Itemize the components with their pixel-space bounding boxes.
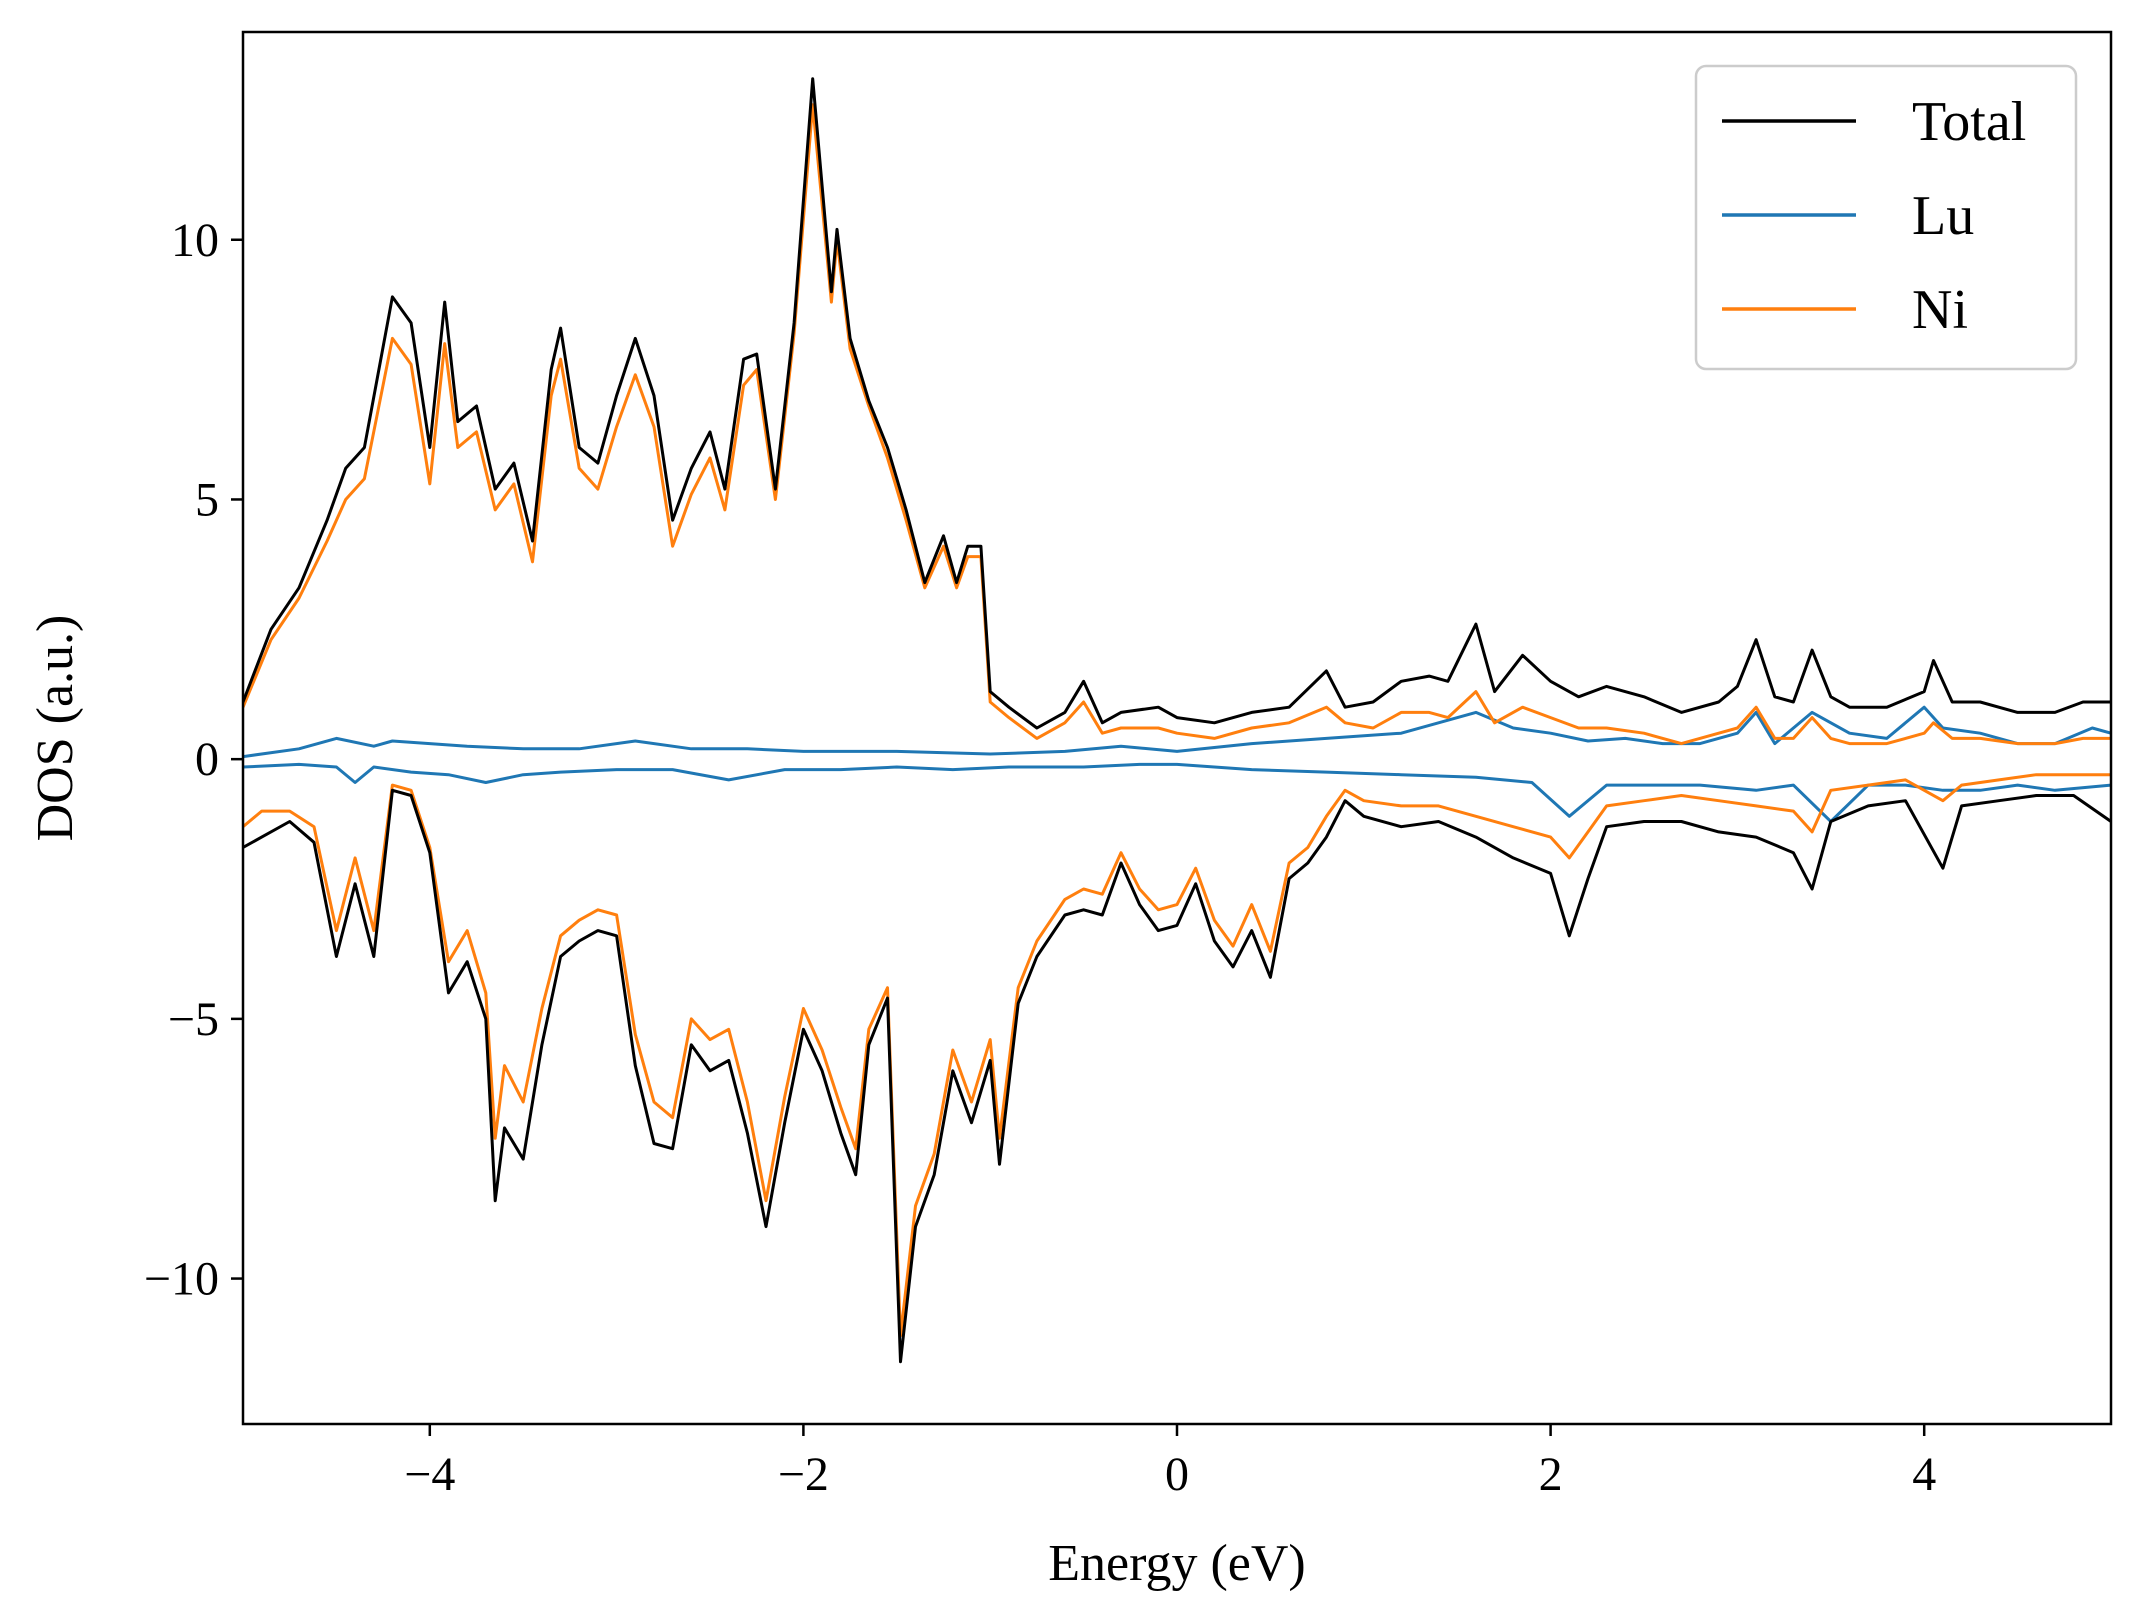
x-tick-label: −2 xyxy=(778,1448,829,1501)
x-tick-label: 2 xyxy=(1539,1448,1563,1501)
y-axis: −10 −5 0 5 10 xyxy=(144,214,243,1306)
y-tick-label: 10 xyxy=(171,214,219,267)
legend-label-total: Total xyxy=(1912,91,2026,153)
legend-label-lu: Lu xyxy=(1912,185,1974,247)
series-line-total-spin-down xyxy=(243,788,2111,1364)
series-line-ni-spin-up xyxy=(243,103,2111,746)
legend-label-ni: Ni xyxy=(1912,279,1968,341)
x-axis-label: Energy (eV) xyxy=(1048,1535,1306,1592)
legend-box xyxy=(1694,64,2078,371)
y-axis-label: DOS (a.u.) xyxy=(27,615,84,842)
x-tick-label: −4 xyxy=(404,1448,455,1501)
y-tick-label: −10 xyxy=(144,1253,219,1306)
series-line-total-spin-up xyxy=(243,77,2111,730)
series-layer xyxy=(243,77,2111,1364)
legend: Total Lu Ni xyxy=(1694,64,2078,371)
y-tick-label: 0 xyxy=(195,733,219,786)
y-tick-label: −5 xyxy=(168,993,219,1046)
series-line-lu-spin-down xyxy=(243,762,2111,823)
series-line-ni-spin-down xyxy=(243,773,2111,1338)
x-tick-label: 0 xyxy=(1165,1448,1189,1501)
y-tick-label: 5 xyxy=(195,473,219,526)
series-line-lu-spin-up xyxy=(243,705,2111,759)
x-tick-label: 4 xyxy=(1912,1448,1936,1501)
x-axis: −4 −2 0 2 4 xyxy=(404,1424,1936,1501)
